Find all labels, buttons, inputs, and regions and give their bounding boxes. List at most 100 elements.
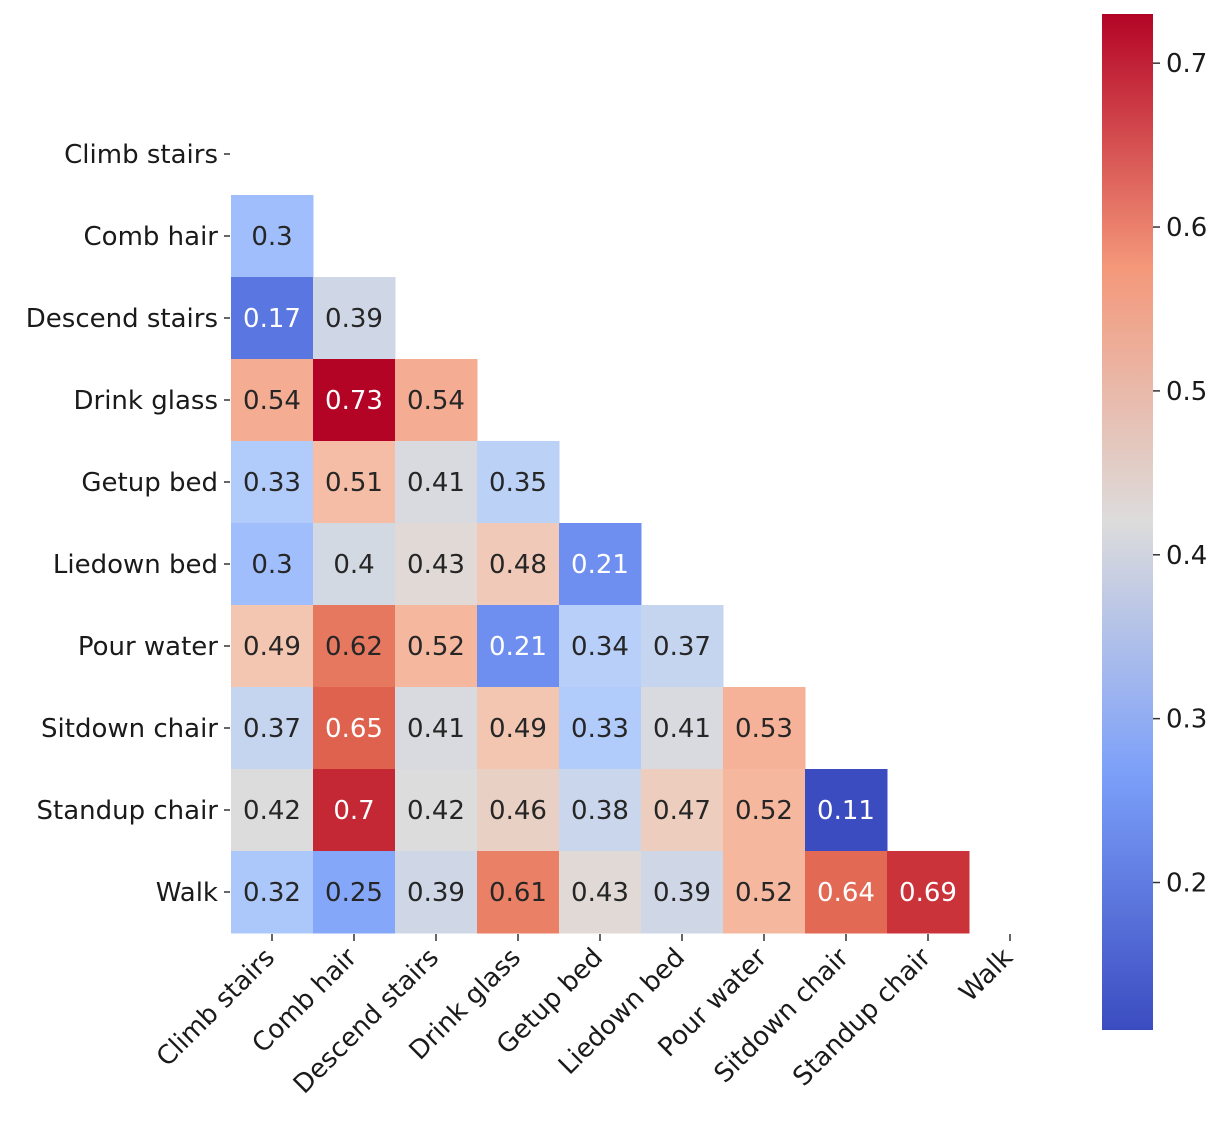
heatmap-cell-standup-chair-pour-water — [723, 769, 806, 852]
y-tick-label-climb-stairs: Climb stairs — [64, 140, 218, 170]
colorbar: 0.2 0.3 0.4 0.5 0.6 0.7 — [1102, 14, 1207, 1030]
y-tick-label-descend-stairs: Descend stairs — [26, 304, 218, 334]
cell-value-label: 0.48 — [489, 550, 547, 580]
cell-value-label: 0.11 — [817, 796, 875, 826]
cell-value-label: 0.17 — [243, 304, 301, 334]
cell-value-label: 0.47 — [653, 796, 711, 826]
heatmap-cell-pour-water-drink-glass — [477, 605, 560, 688]
heatmap-cell-getup-bed-drink-glass — [477, 441, 560, 524]
heatmap-cell-getup-bed-comb-hair — [313, 441, 396, 524]
cell-value-label: 0.65 — [325, 714, 383, 744]
cell-value-label: 0.46 — [489, 796, 547, 826]
heatmap-cell-sitdown-chair-pour-water — [723, 687, 806, 770]
heatmap-cell-walk-liedown-bed — [641, 851, 724, 934]
cell-value-label: 0.43 — [571, 878, 629, 908]
heatmap-cell-liedown-bed-drink-glass — [477, 523, 560, 606]
heatmap-cell-standup-chair-drink-glass — [477, 769, 560, 852]
heatmap-cell-getup-bed-climb-stairs — [231, 441, 314, 524]
heatmap-cell-liedown-bed-descend-stairs — [395, 523, 478, 606]
cell-value-label: 0.7 — [333, 796, 374, 826]
heatmap-cell-pour-water-liedown-bed — [641, 605, 724, 688]
heatmap-cell-labels: 0.3 0.17 0.39 0.54 0.73 0.54 0.33 0.51 0.41 0.35 0… — [243, 222, 957, 908]
cell-value-label: 0.39 — [653, 878, 711, 908]
cell-value-label: 0.33 — [571, 714, 629, 744]
x-tick-label-walk: Walk — [954, 943, 1019, 1008]
heatmap-cell-liedown-bed-comb-hair — [313, 523, 396, 606]
cell-value-label: 0.62 — [325, 632, 383, 662]
heatmap-cell-descend-stairs-comb-hair — [313, 277, 396, 360]
y-tick-label-standup-chair: Standup chair — [37, 796, 219, 826]
cell-value-label: 0.49 — [243, 632, 301, 662]
heatmap-cell-walk-descend-stairs — [395, 851, 478, 934]
cell-value-label: 0.43 — [407, 550, 465, 580]
heatmap-cell-walk-standup-chair — [887, 851, 970, 934]
cell-value-label: 0.39 — [407, 878, 465, 908]
cell-value-label: 0.49 — [489, 714, 547, 744]
heatmap-cells — [231, 195, 970, 934]
colorbar-tick-label: 0.6 — [1166, 213, 1207, 243]
cell-value-label: 0.42 — [243, 796, 301, 826]
heatmap-cell-pour-water-getup-bed — [559, 605, 642, 688]
cell-value-label: 0.3 — [251, 550, 292, 580]
heatmap-cell-walk-drink-glass — [477, 851, 560, 934]
heatmap-cell-standup-chair-liedown-bed — [641, 769, 724, 852]
x-tick-label-standup-chair: Standup chair — [787, 943, 937, 1093]
heatmap-cell-walk-getup-bed — [559, 851, 642, 934]
cell-value-label: 0.32 — [243, 878, 301, 908]
heatmap-cell-comb-hair-climb-stairs — [231, 195, 314, 278]
heatmap-cell-walk-climb-stairs — [231, 851, 314, 934]
y-tick-label-sitdown-chair: Sitdown chair — [41, 714, 218, 744]
y-axis: Climb stairs Comb hair Descend stairs Drink… — [26, 140, 230, 908]
cell-value-label: 0.21 — [571, 550, 629, 580]
y-tick-label-comb-hair: Comb hair — [84, 222, 219, 252]
cell-value-label: 0.51 — [325, 468, 383, 498]
heatmap-cell-standup-chair-getup-bed — [559, 769, 642, 852]
cell-value-label: 0.52 — [735, 878, 793, 908]
heatmap-cell-getup-bed-descend-stairs — [395, 441, 478, 524]
heatmap-cell-drink-glass-descend-stairs — [395, 359, 478, 442]
heatmap-cell-pour-water-comb-hair — [313, 605, 396, 688]
cell-value-label: 0.41 — [407, 714, 465, 744]
y-tick-label-liedown-bed: Liedown bed — [53, 550, 218, 580]
cell-value-label: 0.42 — [407, 796, 465, 826]
heatmap-cell-standup-chair-descend-stairs — [395, 769, 478, 852]
cell-value-label: 0.39 — [325, 304, 383, 334]
heatmap-cell-sitdown-chair-descend-stairs — [395, 687, 478, 770]
y-tick-label-getup-bed: Getup bed — [81, 468, 218, 498]
cell-value-label: 0.21 — [489, 632, 547, 662]
cell-value-label: 0.37 — [653, 632, 711, 662]
heatmap-cell-walk-sitdown-chair — [805, 851, 888, 934]
cell-value-label: 0.52 — [407, 632, 465, 662]
heatmap-cell-drink-glass-comb-hair — [313, 359, 396, 442]
heatmap-cell-standup-chair-climb-stairs — [231, 769, 314, 852]
heatmap-cell-standup-chair-comb-hair — [313, 769, 396, 852]
colorbar-tick-label: 0.3 — [1166, 705, 1207, 735]
y-tick-label-walk: Walk — [156, 878, 218, 908]
heatmap-cell-walk-comb-hair — [313, 851, 396, 934]
heatmap-cell-sitdown-chair-liedown-bed — [641, 687, 724, 770]
x-tick-label-descend-stairs: Descend stairs — [288, 943, 445, 1100]
heatmap-cell-sitdown-chair-getup-bed — [559, 687, 642, 770]
colorbar-tick-label: 0.2 — [1166, 869, 1207, 899]
cell-value-label: 0.25 — [325, 878, 383, 908]
heatmap-cell-liedown-bed-climb-stairs — [231, 523, 314, 606]
cell-value-label: 0.34 — [571, 632, 629, 662]
cell-value-label: 0.69 — [899, 878, 957, 908]
cell-value-label: 0.41 — [653, 714, 711, 744]
cell-value-label: 0.61 — [489, 878, 547, 908]
heatmap-cell-sitdown-chair-drink-glass — [477, 687, 560, 770]
cell-value-label: 0.54 — [407, 386, 465, 416]
heatmap-cell-descend-stairs-climb-stairs — [231, 277, 314, 360]
heatmap-cell-sitdown-chair-climb-stairs — [231, 687, 314, 770]
cell-value-label: 0.37 — [243, 714, 301, 744]
cell-value-label: 0.52 — [735, 796, 793, 826]
cell-value-label: 0.73 — [325, 386, 383, 416]
colorbar-tick-label: 0.7 — [1166, 49, 1207, 79]
y-tick-label-pour-water: Pour water — [78, 632, 218, 662]
heatmap-cell-pour-water-climb-stairs — [231, 605, 314, 688]
cell-value-label: 0.41 — [407, 468, 465, 498]
cell-value-label: 0.33 — [243, 468, 301, 498]
heatmap-cell-walk-pour-water — [723, 851, 806, 934]
cell-value-label: 0.54 — [243, 386, 301, 416]
